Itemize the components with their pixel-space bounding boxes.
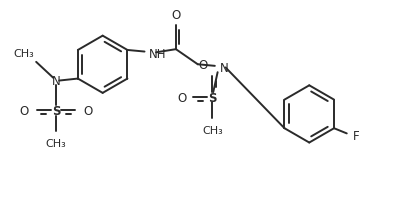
Text: N: N (52, 75, 60, 88)
Text: O: O (20, 104, 29, 117)
Text: O: O (171, 9, 180, 22)
Text: S: S (208, 91, 217, 104)
Text: CH₃: CH₃ (14, 49, 34, 59)
Text: CH₃: CH₃ (202, 125, 223, 135)
Text: O: O (177, 91, 186, 104)
Text: N: N (220, 62, 228, 75)
Text: S: S (52, 104, 60, 117)
Text: O: O (83, 104, 92, 117)
Text: O: O (198, 58, 208, 71)
Text: F: F (353, 129, 359, 142)
Text: NH: NH (149, 47, 166, 60)
Text: CH₃: CH₃ (46, 138, 66, 149)
